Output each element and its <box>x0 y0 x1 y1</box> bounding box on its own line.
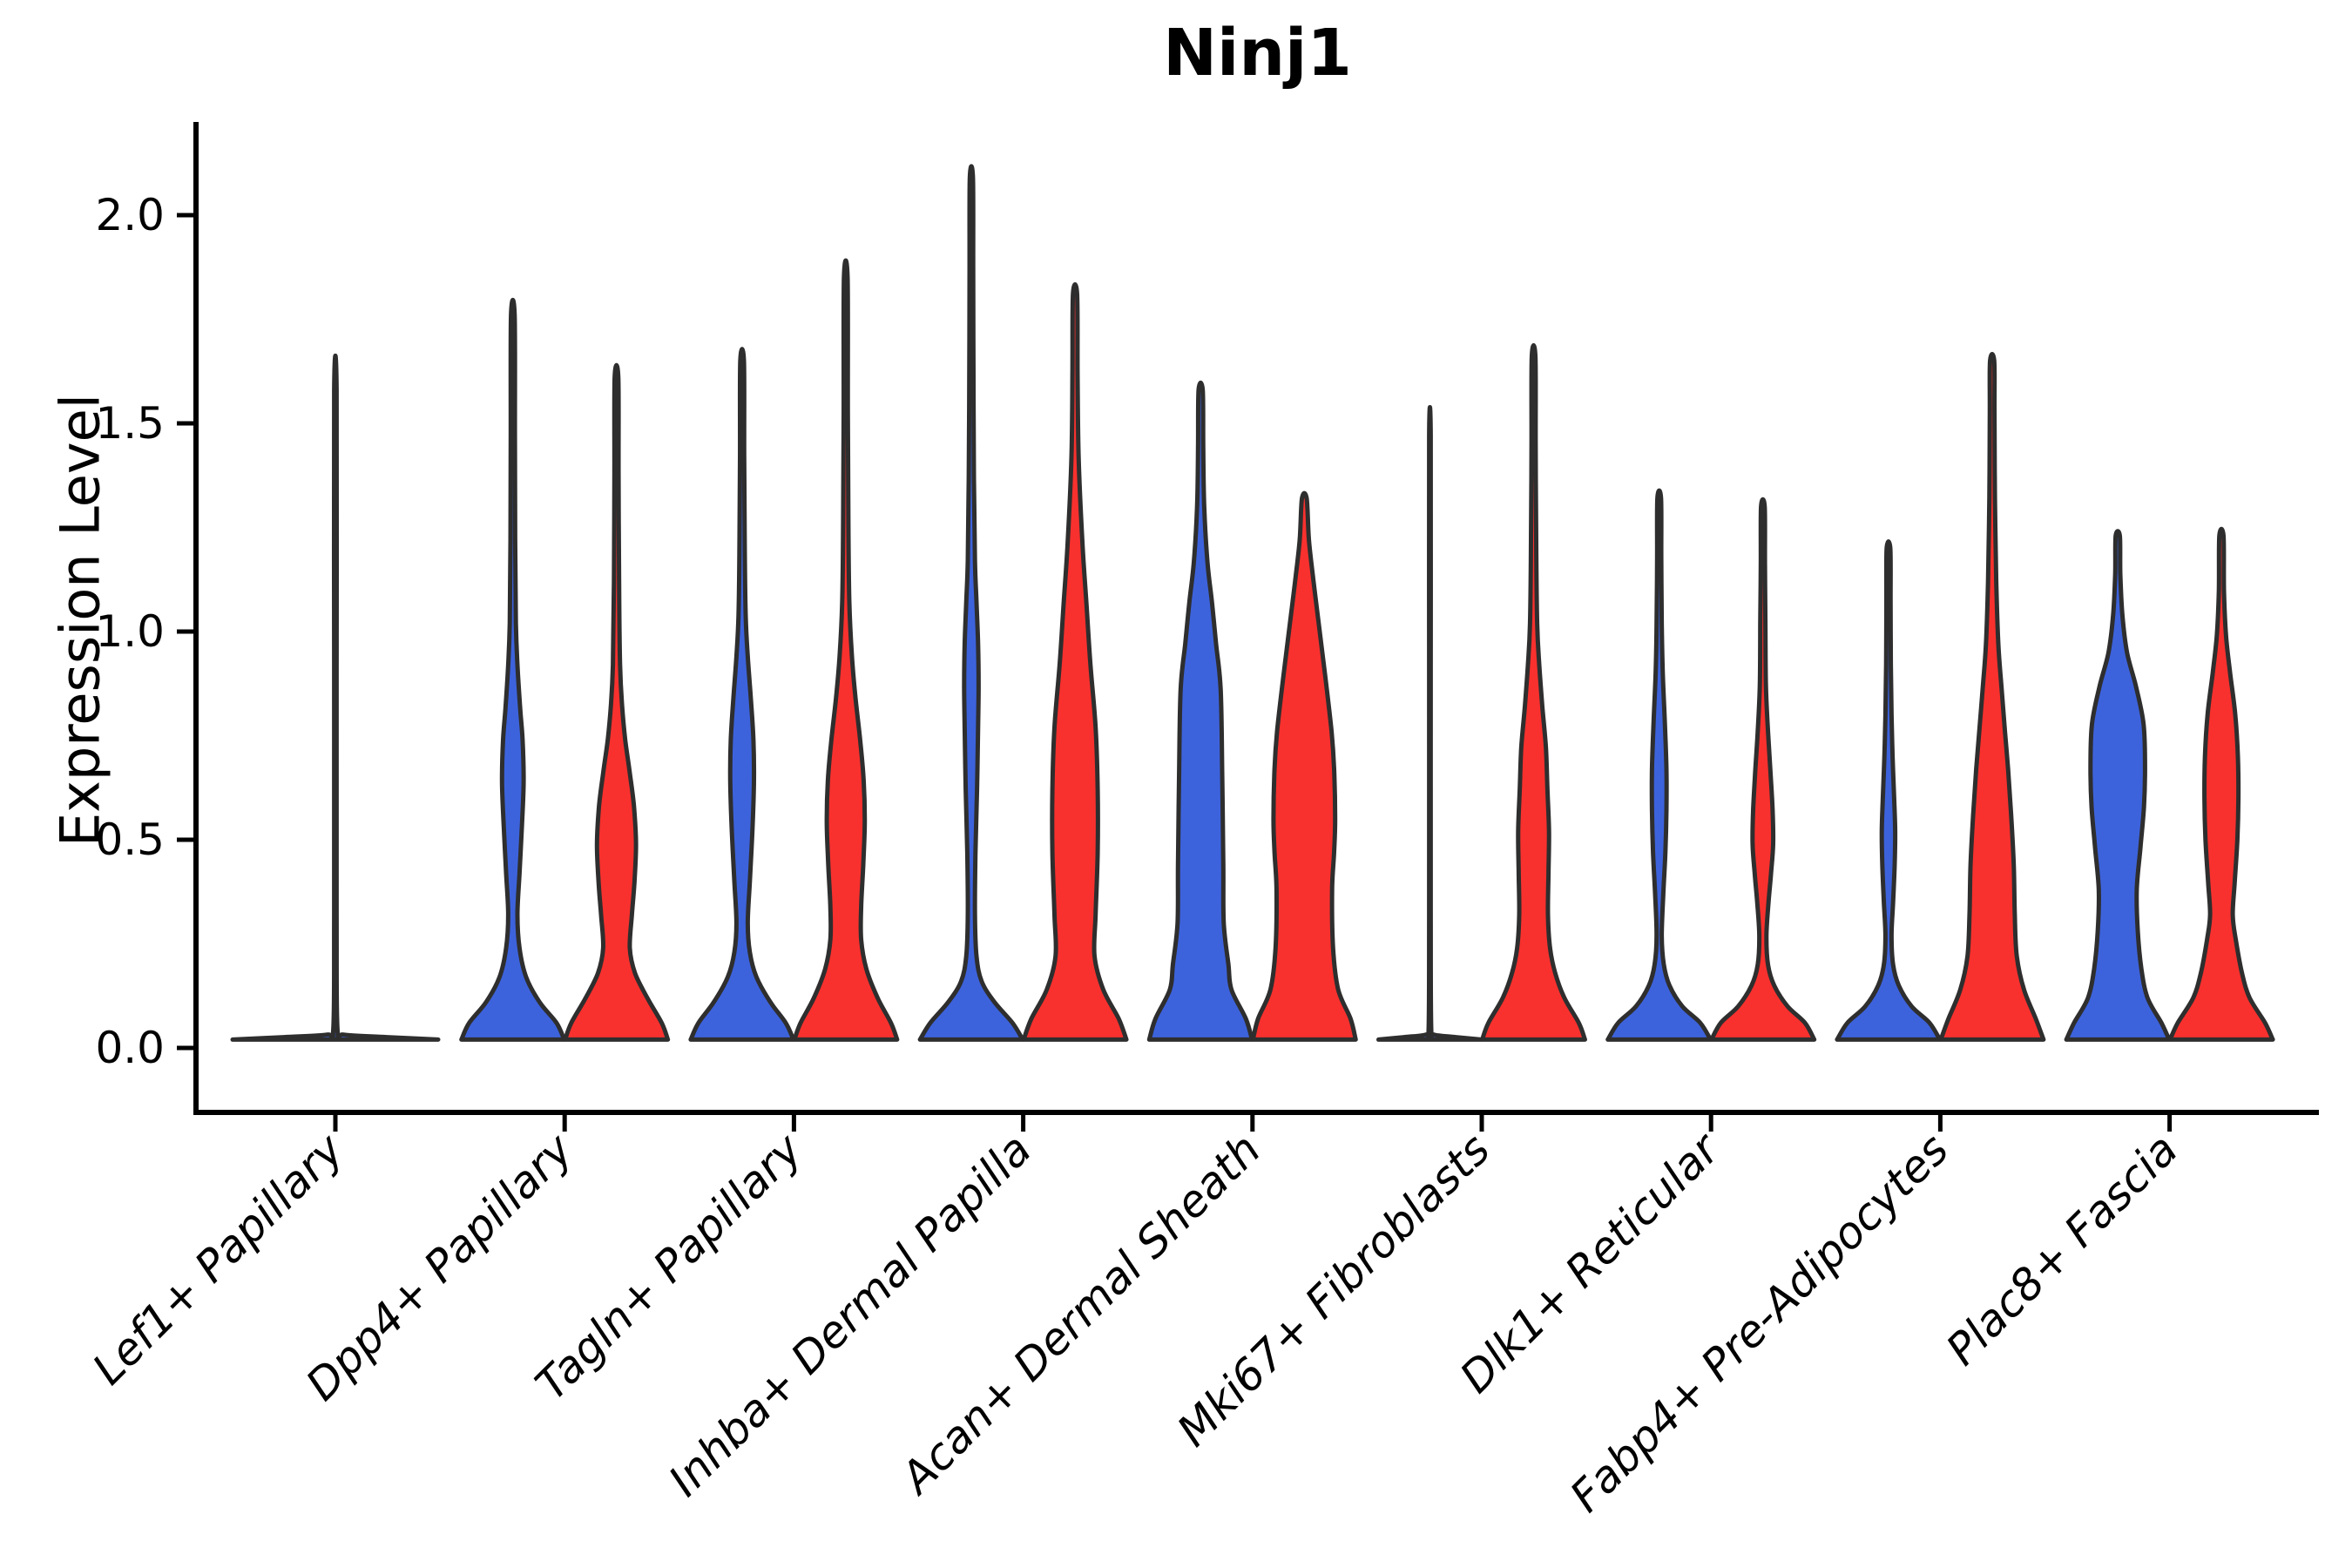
violin-5-red <box>1480 342 1587 1042</box>
violin-2-red <box>792 258 900 1042</box>
violin-4-blue <box>1146 380 1254 1042</box>
y-tick-label: 1.0 <box>95 606 165 657</box>
y-tick-label: 1.5 <box>95 398 165 449</box>
violin-7-red <box>1938 352 2046 1042</box>
x-tick-label: Inhba+ Dermal Papilla <box>659 1124 1041 1505</box>
violin-5-blue <box>1376 404 1484 1042</box>
violin-3-red <box>1021 281 1129 1042</box>
violin-6-blue <box>1605 488 1713 1042</box>
violin-6-red <box>1709 497 1817 1042</box>
x-tick-label: Fabp4+ Pre-Adipocytes <box>1560 1124 1958 1522</box>
y-tick-label: 2.0 <box>95 190 165 240</box>
x-tick-label: Acan+ Dermal Sheath <box>889 1124 1270 1504</box>
violin-1-red <box>563 362 671 1042</box>
x-tick-label: Plac8+ Fascia <box>1936 1124 2187 1375</box>
violin-1-blue <box>459 297 567 1042</box>
violin-8-blue <box>2064 529 2172 1042</box>
violin-4-red <box>1250 490 1358 1042</box>
y-tick-label: 0.5 <box>95 814 165 865</box>
x-tick-label: Lef1+ Papillary <box>83 1123 354 1394</box>
violin-7-blue <box>1835 539 1943 1042</box>
violin-3-blue <box>917 164 1025 1042</box>
violin-2-blue <box>688 347 796 1042</box>
violin-0-blue <box>230 354 441 1042</box>
y-tick-label: 0.0 <box>95 1023 165 1073</box>
violin-8-red <box>2167 526 2275 1042</box>
chart-title: Ninj1 <box>1163 16 1352 91</box>
